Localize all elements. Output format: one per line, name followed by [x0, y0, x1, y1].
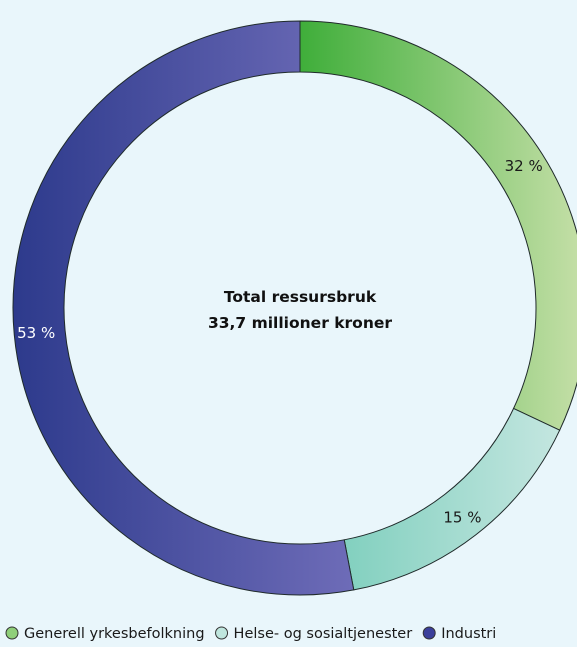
legend-label-1: Generell yrkesbefolkning: [24, 626, 205, 642]
legend-swatch-3: [422, 626, 436, 640]
donut-slices: [12, 20, 577, 596]
donut-slice-2: [343, 407, 561, 591]
slice-label-3: 53 %: [17, 324, 55, 342]
legend-label-3: Industri: [441, 626, 496, 642]
legend-label-2: Helse- og sosialtjenester: [234, 626, 413, 642]
chart-legend: Generell yrkesbefolkning Helse- og sosial…: [5, 626, 496, 642]
donut-slice-3: [12, 20, 355, 596]
center-title: Total ressursbruk: [224, 288, 377, 306]
donut-slice-1: [299, 20, 577, 431]
slice-label-2: 15 %: [443, 508, 481, 526]
legend-swatch-1: [5, 626, 19, 640]
legend-swatch-2: [215, 626, 229, 640]
center-subtitle: 33,7 millioner kroner: [208, 314, 392, 332]
donut-slice-labels: 32 % 15 % 53 %: [17, 157, 543, 526]
slice-label-1: 32 %: [505, 157, 543, 175]
